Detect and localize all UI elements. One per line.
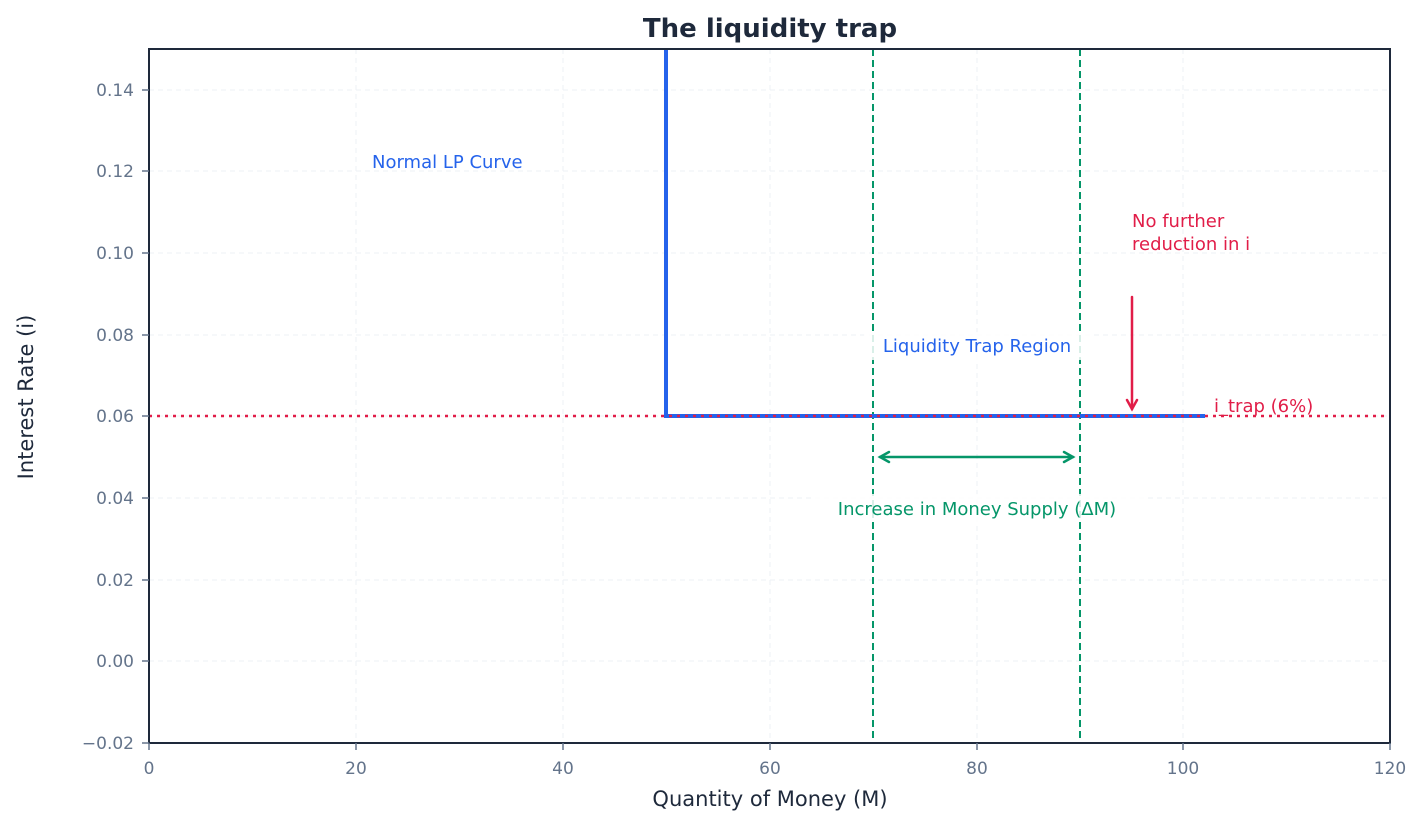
x-tick-label: 120 [1374,759,1406,779]
no-reduction-arrow-icon [1125,295,1139,412]
money-supply-label: Increase in Money Supply (ΔM) [838,499,1116,520]
x-tick-label: 80 [966,759,988,779]
money-supply-label-bg [812,494,1144,522]
x-tick-label: 40 [552,759,574,779]
chart-title: The liquidity trap [643,14,897,44]
x-axis-label: Quantity of Money (M) [652,787,887,811]
y-tick-label: 0.14 [96,81,134,101]
x-tick-label: 20 [345,759,367,779]
y-tick-label: −0.02 [82,734,134,754]
trap-region-label: Liquidity Trap Region [883,336,1071,357]
x-tick-label: 100 [1167,759,1199,779]
y-tick-label: 0.10 [96,244,134,264]
lp-curve [664,49,1205,418]
x-tick-label: 0 [144,759,155,779]
y-tick-label: 0.02 [96,571,134,591]
y-tick-label: 0.00 [96,652,134,672]
y-tick-label: 0.04 [96,489,134,509]
gridlines [149,49,1390,743]
normal-lp-label: Normal LP Curve [372,152,523,173]
no-reduction-label-line1: No further [1132,211,1225,232]
y-ticks [142,89,149,744]
y-tick-label: 0.12 [96,162,134,182]
trap-region-label-bg [864,332,1092,360]
money-supply-double-arrow [877,450,1076,464]
y-axis-label: Interest Rate (i) [14,315,38,480]
y-tick-label: 0.06 [96,407,134,427]
x-ticks [148,743,1391,750]
i-trap-label: i_trap (6%) [1214,396,1313,417]
y-tick-label: 0.08 [96,326,134,346]
no-reduction-label-line2: reduction in i [1132,234,1250,255]
x-tick-label: 60 [759,759,781,779]
